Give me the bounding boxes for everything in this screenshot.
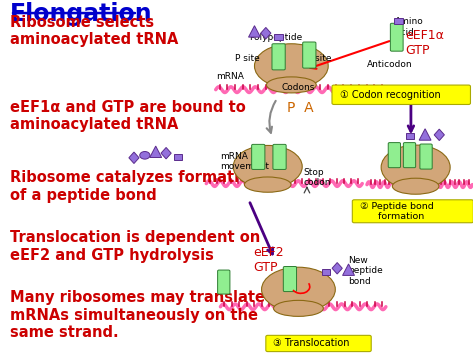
FancyBboxPatch shape: [266, 335, 371, 351]
Polygon shape: [343, 264, 355, 275]
FancyBboxPatch shape: [352, 200, 474, 223]
Ellipse shape: [262, 267, 335, 312]
Circle shape: [140, 152, 150, 159]
Text: mRNA: mRNA: [216, 72, 244, 81]
FancyBboxPatch shape: [274, 33, 283, 40]
FancyBboxPatch shape: [403, 143, 416, 168]
Text: Translocation is dependent on
eEF2 and GTP hydrolysis: Translocation is dependent on eEF2 and G…: [10, 230, 260, 263]
Ellipse shape: [266, 77, 316, 93]
FancyBboxPatch shape: [406, 133, 414, 140]
Text: A site: A site: [306, 54, 331, 64]
Text: eEF1α
GTP: eEF1α GTP: [405, 29, 444, 57]
Ellipse shape: [245, 177, 291, 192]
FancyBboxPatch shape: [283, 267, 297, 291]
Ellipse shape: [273, 300, 323, 316]
FancyBboxPatch shape: [173, 154, 182, 160]
Ellipse shape: [381, 145, 450, 190]
FancyBboxPatch shape: [391, 23, 403, 51]
Polygon shape: [261, 27, 271, 39]
FancyBboxPatch shape: [218, 270, 230, 294]
Text: Elongation: Elongation: [10, 2, 153, 27]
Polygon shape: [161, 147, 171, 159]
FancyBboxPatch shape: [273, 144, 286, 169]
FancyBboxPatch shape: [252, 144, 265, 169]
Text: Anticodon: Anticodon: [367, 60, 412, 69]
Ellipse shape: [392, 178, 439, 194]
Polygon shape: [434, 129, 445, 141]
FancyBboxPatch shape: [394, 18, 403, 24]
FancyBboxPatch shape: [303, 42, 316, 68]
Polygon shape: [150, 146, 162, 158]
Text: P site: P site: [235, 54, 259, 64]
Text: Ribosome selects
aminoacylated tRNA: Ribosome selects aminoacylated tRNA: [10, 15, 179, 47]
Text: ③ Translocation: ③ Translocation: [273, 338, 350, 349]
Text: eEF2
GTP: eEF2 GTP: [254, 246, 284, 274]
Text: Ribosome catalyzes formation
of a peptide bond: Ribosome catalyzes formation of a peptid…: [10, 170, 260, 203]
Text: New
peptide
bond: New peptide bond: [348, 256, 383, 286]
Text: eEF1α and GTP are bound to
aminoacylated tRNA: eEF1α and GTP are bound to aminoacylated…: [10, 99, 246, 132]
FancyBboxPatch shape: [420, 144, 432, 169]
Polygon shape: [419, 129, 431, 140]
Text: Polypeptide: Polypeptide: [249, 33, 302, 42]
Text: ① Codon recognition: ① Codon recognition: [339, 90, 440, 100]
Text: Amino
acid: Amino acid: [395, 17, 424, 37]
Text: Many ribosomes may translate
mRNAs simultaneously on the
same strand.: Many ribosomes may translate mRNAs simul…: [10, 290, 265, 340]
FancyBboxPatch shape: [321, 269, 330, 275]
Text: mRNA
movement: mRNA movement: [220, 152, 269, 171]
Polygon shape: [129, 152, 139, 164]
Ellipse shape: [255, 44, 328, 88]
FancyBboxPatch shape: [332, 85, 471, 104]
Text: P  A: P A: [287, 102, 313, 115]
Polygon shape: [332, 263, 342, 274]
FancyBboxPatch shape: [388, 143, 401, 168]
FancyBboxPatch shape: [272, 44, 285, 70]
Polygon shape: [248, 26, 260, 37]
Ellipse shape: [233, 146, 302, 188]
Text: Stop
codon: Stop codon: [303, 168, 331, 187]
Text: Codons: Codons: [282, 83, 315, 92]
Text: ② Peptide bond
      formation: ② Peptide bond formation: [360, 202, 434, 221]
